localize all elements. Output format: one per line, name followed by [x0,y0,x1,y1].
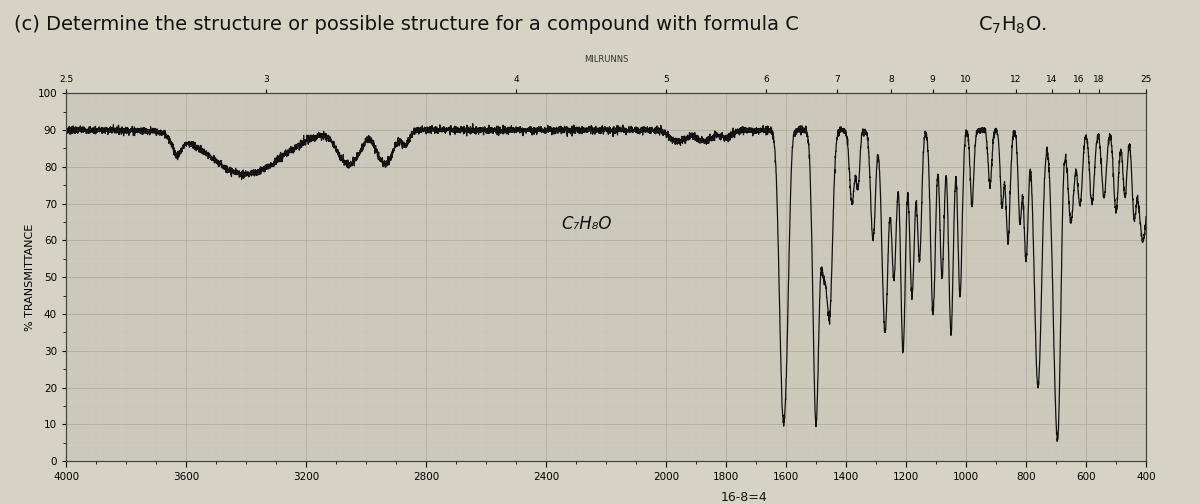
Text: 16-8=4: 16-8=4 [721,491,767,504]
Text: C₇H₈O: C₇H₈O [562,215,612,233]
Text: MILRUNNS: MILRUNNS [584,55,628,64]
Text: (c) Determine the structure or possible structure for a compound with formula C: (c) Determine the structure or possible … [14,15,799,34]
Y-axis label: % TRANSMITTANCE: % TRANSMITTANCE [24,224,35,331]
Text: $\mathregular{C_7H_8O}$.: $\mathregular{C_7H_8O}$. [978,15,1046,36]
